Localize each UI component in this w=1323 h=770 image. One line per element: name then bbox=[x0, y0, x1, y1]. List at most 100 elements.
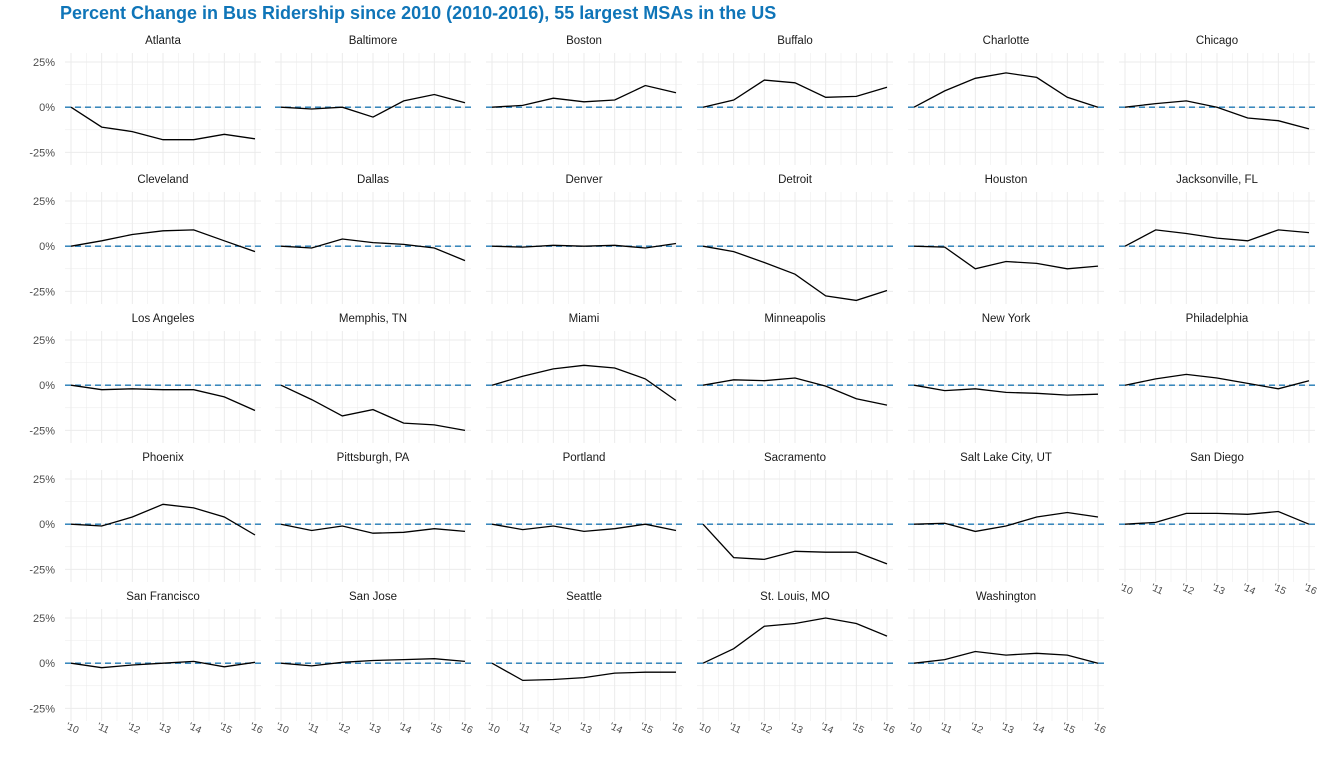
y-tick-label: -25% bbox=[29, 703, 55, 715]
panel-title: Phoenix bbox=[142, 452, 184, 464]
facet-panel: Los Angeles 25% 0% -25% bbox=[29, 313, 261, 443]
x-tick-label: '12 bbox=[1179, 582, 1196, 598]
x-tick-label: '15 bbox=[1060, 721, 1077, 737]
panel-grid bbox=[65, 192, 261, 304]
series-line bbox=[70, 229, 256, 253]
facet-panel: Memphis, TN bbox=[275, 313, 471, 443]
facet-panel: Cleveland 25% 0% -25% bbox=[29, 174, 261, 304]
x-tick-label: '12 bbox=[546, 721, 563, 737]
series-line bbox=[913, 245, 1099, 270]
panel-grid bbox=[1119, 53, 1315, 165]
series-line bbox=[280, 523, 466, 534]
panel-title: Denver bbox=[565, 174, 602, 186]
series-line bbox=[70, 503, 256, 536]
panel-grid bbox=[486, 192, 682, 304]
series-line bbox=[702, 523, 888, 565]
x-tick-label: '15 bbox=[849, 721, 866, 737]
panel-title: Baltimore bbox=[349, 35, 398, 47]
panel-title: Detroit bbox=[778, 174, 813, 186]
series-line bbox=[70, 106, 256, 141]
series-line bbox=[70, 660, 256, 669]
x-tick-label: '15 bbox=[217, 721, 234, 737]
y-tick-label: 0% bbox=[39, 380, 55, 392]
x-tick-label: '14 bbox=[396, 721, 413, 737]
facet-panel: Seattle '10 '11 '12 '13 '14 '15 '16 bbox=[485, 591, 686, 737]
x-tick-label: '14 bbox=[1029, 721, 1046, 737]
y-tick-label: -25% bbox=[29, 564, 55, 576]
x-tick-label: '14 bbox=[186, 721, 203, 737]
panel-grid bbox=[908, 331, 1104, 443]
facet-panel: Miami bbox=[486, 313, 682, 443]
x-tick-label: '11 bbox=[727, 721, 743, 736]
series-line bbox=[702, 617, 888, 664]
x-tick-label: '10 bbox=[485, 721, 502, 737]
series-line bbox=[491, 242, 677, 249]
facet-panel: San Francisco 25% 0% -25% '10 '11 '12 '13 '14 '15… bbox=[29, 591, 264, 737]
facet-panel: Buffalo bbox=[697, 35, 893, 165]
panel-title: Pittsburgh, PA bbox=[337, 452, 410, 464]
panel-grid bbox=[486, 609, 682, 721]
y-tick-label: 25% bbox=[33, 196, 55, 208]
panel-title: Philadelphia bbox=[1186, 313, 1249, 325]
y-tick-label: 0% bbox=[39, 241, 55, 253]
panel-grid bbox=[697, 331, 893, 443]
panel-title: New York bbox=[982, 313, 1031, 325]
panel-grid bbox=[275, 192, 471, 304]
facet-panel: Sacramento bbox=[697, 452, 893, 582]
facet-panel: Minneapolis bbox=[697, 313, 893, 443]
x-tick-label: '10 bbox=[1118, 582, 1135, 598]
facet-panel: Jacksonville, FL bbox=[1119, 174, 1315, 304]
panel-grid bbox=[486, 53, 682, 165]
panel-grid bbox=[1119, 331, 1315, 443]
x-tick-label: '16 bbox=[458, 721, 475, 737]
panel-title: Los Angeles bbox=[132, 313, 195, 325]
panel-grid bbox=[697, 192, 893, 304]
panel-grid bbox=[275, 470, 471, 582]
panel-title: St. Louis, MO bbox=[760, 591, 830, 603]
panel-title: Chicago bbox=[1196, 35, 1238, 47]
series-line bbox=[913, 384, 1099, 396]
panel-grid bbox=[908, 192, 1104, 304]
series-line bbox=[913, 650, 1099, 664]
facet-panel: St. Louis, MO '10 '11 '12 '13 '14 '15 '16 bbox=[696, 591, 897, 737]
facet-panel: Pittsburgh, PA bbox=[275, 452, 471, 582]
panel-title: Minneapolis bbox=[764, 313, 826, 325]
x-tick-label: '11 bbox=[305, 721, 321, 736]
facet-panel: Chicago bbox=[1119, 35, 1315, 165]
series-line bbox=[1124, 229, 1310, 247]
x-tick-label: '16 bbox=[248, 721, 265, 737]
panel-title: Washington bbox=[976, 591, 1036, 603]
series-line bbox=[491, 364, 677, 402]
x-tick-label: '13 bbox=[366, 721, 383, 737]
y-tick-label: -25% bbox=[29, 425, 55, 437]
x-tick-label: '13 bbox=[999, 721, 1016, 737]
x-tick-label: '14 bbox=[818, 721, 835, 737]
y-tick-label: 25% bbox=[33, 613, 55, 625]
series-line bbox=[702, 79, 888, 108]
facet-panel: Salt Lake City, UT bbox=[908, 452, 1104, 582]
x-tick-label: '11 bbox=[95, 721, 111, 736]
x-tick-label: '15 bbox=[427, 721, 444, 737]
x-tick-label: '11 bbox=[938, 721, 954, 736]
facet-panel: Charlotte bbox=[908, 35, 1104, 165]
panel-grid bbox=[697, 470, 893, 582]
x-tick-label: '12 bbox=[125, 721, 142, 737]
series-line bbox=[1124, 510, 1310, 525]
facet-panel: Portland bbox=[486, 452, 682, 582]
series-line bbox=[280, 658, 466, 667]
panel-title: Salt Lake City, UT bbox=[960, 452, 1052, 464]
panel-title: Sacramento bbox=[764, 452, 826, 464]
facet-panel: Denver bbox=[486, 174, 682, 304]
panel-title: Jacksonville, FL bbox=[1176, 174, 1258, 186]
panel-title: Miami bbox=[569, 313, 600, 325]
x-tick-label: '14 bbox=[607, 721, 624, 737]
panel-title: Portland bbox=[563, 452, 606, 464]
panel-grid bbox=[65, 470, 261, 582]
y-tick-label: 25% bbox=[33, 57, 55, 69]
y-tick-label: 0% bbox=[39, 658, 55, 670]
y-tick-label: 0% bbox=[39, 102, 55, 114]
x-tick-label: '15 bbox=[638, 721, 655, 737]
x-tick-label: '13 bbox=[1210, 582, 1227, 598]
facet-panel: Detroit bbox=[697, 174, 893, 304]
